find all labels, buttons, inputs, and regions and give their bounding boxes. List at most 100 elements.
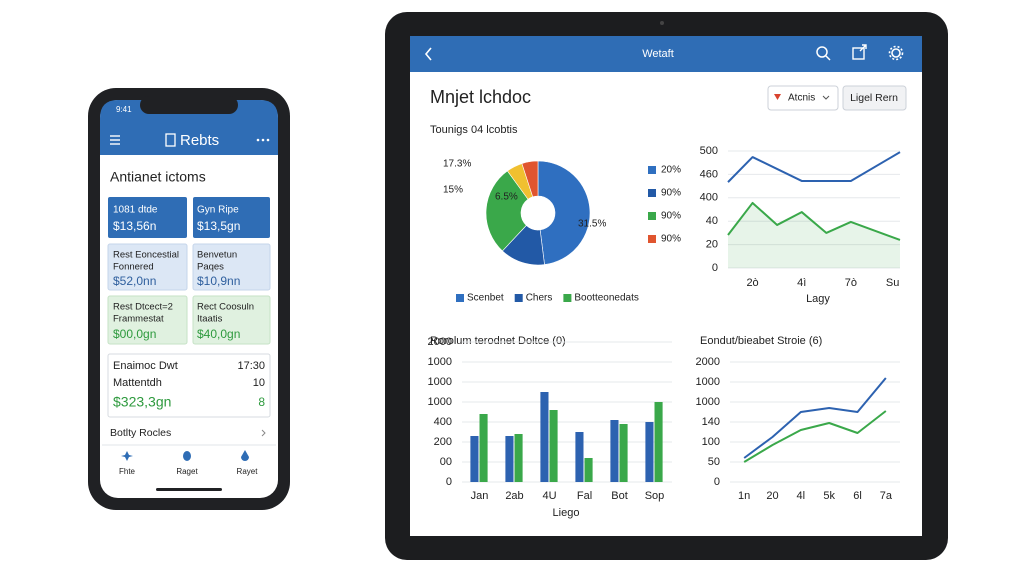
phone-header bbox=[100, 100, 278, 155]
menu-icon[interactable] bbox=[110, 135, 120, 145]
y-tick-label: 2000 bbox=[428, 336, 452, 348]
card-label: Frammestat bbox=[113, 314, 164, 325]
chart-title: Tounigs 04 lcobtis bbox=[430, 124, 518, 136]
y-tick-label: 50 bbox=[708, 456, 720, 468]
bar bbox=[540, 392, 549, 482]
y-tick-label: 1000 bbox=[428, 376, 452, 388]
legend-label: 90% bbox=[661, 211, 681, 222]
legend-label: Scenbet bbox=[467, 293, 504, 304]
share-icon[interactable] bbox=[852, 44, 867, 60]
legend-label: Chers bbox=[526, 293, 553, 304]
section-title: Antianet ictoms bbox=[110, 169, 206, 185]
legend-swatch bbox=[648, 166, 656, 174]
footer-link[interactable]: Botlty Rocles bbox=[110, 427, 171, 439]
legend-swatch bbox=[648, 235, 656, 243]
filter-button[interactable] bbox=[767, 85, 839, 111]
bar bbox=[619, 424, 628, 482]
card-label: Fonnered bbox=[113, 262, 154, 273]
nav-icon[interactable] bbox=[183, 451, 191, 461]
card-value: $00,0gn bbox=[113, 327, 156, 341]
card[interactable] bbox=[108, 197, 187, 238]
x-tick-label: 20 bbox=[766, 490, 778, 502]
legend-label: Bootteonedats bbox=[574, 293, 639, 304]
tablet-screen bbox=[410, 36, 922, 536]
card[interactable] bbox=[107, 295, 188, 345]
y-tick-label: 100 bbox=[702, 436, 720, 448]
card-label: Rest Eoncestial bbox=[113, 250, 179, 261]
nav-label[interactable]: Rayet bbox=[237, 467, 259, 476]
y-tick-label: 460 bbox=[700, 168, 718, 180]
card-value: $52,0nn bbox=[113, 274, 156, 288]
x-tick-label: 6l bbox=[853, 490, 862, 502]
card[interactable] bbox=[192, 295, 271, 345]
card-label: Paqes bbox=[197, 262, 224, 273]
card[interactable] bbox=[193, 197, 270, 238]
back-button[interactable] bbox=[424, 47, 432, 61]
x-axis-label: Lagy bbox=[806, 293, 830, 305]
y-tick-label: 200 bbox=[434, 436, 452, 448]
card-label: Gyn Ripe bbox=[197, 205, 239, 216]
action-label: Ligel Rern bbox=[850, 92, 898, 104]
header-icon bbox=[165, 133, 176, 147]
x-tick-label: 1n bbox=[738, 490, 750, 502]
card-label: Rest Dtcect=2 bbox=[113, 302, 173, 313]
bar bbox=[645, 422, 654, 482]
chevron bbox=[261, 429, 266, 437]
x-tick-label: 4ì bbox=[797, 277, 806, 289]
y-tick-label: 00 bbox=[440, 456, 452, 468]
tablet-header-title: Wetaft bbox=[642, 48, 674, 60]
pie-slice bbox=[537, 160, 591, 265]
nav-icon[interactable] bbox=[241, 450, 249, 461]
bar bbox=[654, 402, 663, 482]
slice-annotation: 17.3% bbox=[443, 159, 471, 170]
page-title: Mnjet lchdoc bbox=[430, 87, 531, 107]
summary-label: Mattentdh bbox=[113, 377, 162, 389]
y-tick-label: 20 bbox=[706, 239, 718, 251]
x-tick-label: 7ò bbox=[845, 277, 857, 289]
filter-label: Atcnis bbox=[788, 93, 815, 104]
x-tick-label: Sop bbox=[645, 490, 665, 502]
line bbox=[743, 410, 887, 463]
y-tick-label: 400 bbox=[700, 192, 718, 204]
settings-icon[interactable] bbox=[888, 45, 904, 61]
card-value: $13,5gn bbox=[197, 219, 240, 233]
legend-swatch bbox=[648, 212, 656, 220]
bar bbox=[549, 410, 558, 482]
slice-annotation: 6.5% bbox=[495, 192, 518, 203]
chart-title: Rorolum terodnet Doltce (0) bbox=[430, 335, 566, 347]
legend-swatch bbox=[648, 189, 656, 197]
summary-value: 10 bbox=[253, 377, 265, 389]
x-tick-label: Fal bbox=[577, 490, 592, 502]
bar bbox=[479, 414, 488, 482]
action-button[interactable] bbox=[842, 85, 907, 111]
legend-label: 90% bbox=[661, 188, 681, 199]
legend-swatch bbox=[563, 294, 572, 302]
more-icon[interactable] bbox=[256, 138, 270, 142]
home-indicator bbox=[156, 488, 222, 491]
x-tick-label: 2ab bbox=[505, 490, 523, 502]
summary-value: 8 bbox=[258, 395, 265, 409]
dropdown-icon bbox=[822, 95, 830, 100]
bar bbox=[575, 432, 584, 482]
y-tick-label: 1000 bbox=[428, 396, 452, 408]
nav-label[interactable]: Raget bbox=[176, 467, 198, 476]
x-tick-label: Su bbox=[886, 277, 899, 289]
line bbox=[727, 151, 901, 183]
search-icon[interactable] bbox=[816, 46, 831, 61]
bar bbox=[505, 436, 514, 482]
card[interactable] bbox=[192, 243, 271, 291]
summary-card[interactable] bbox=[107, 353, 271, 418]
nav-icon[interactable] bbox=[121, 451, 133, 461]
notch bbox=[140, 96, 238, 114]
nav-label[interactable]: Fhte bbox=[119, 467, 136, 476]
card-label: Rect Coosuln bbox=[197, 302, 254, 313]
summary-amount: $323,3gn bbox=[113, 394, 171, 410]
status-time: 9:41 bbox=[116, 105, 132, 114]
y-tick-label: 500 bbox=[700, 145, 718, 157]
x-tick-label: Bot bbox=[611, 490, 628, 502]
y-tick-label: 1000 bbox=[696, 376, 720, 388]
card[interactable] bbox=[107, 243, 188, 291]
filter-icon bbox=[774, 94, 781, 100]
